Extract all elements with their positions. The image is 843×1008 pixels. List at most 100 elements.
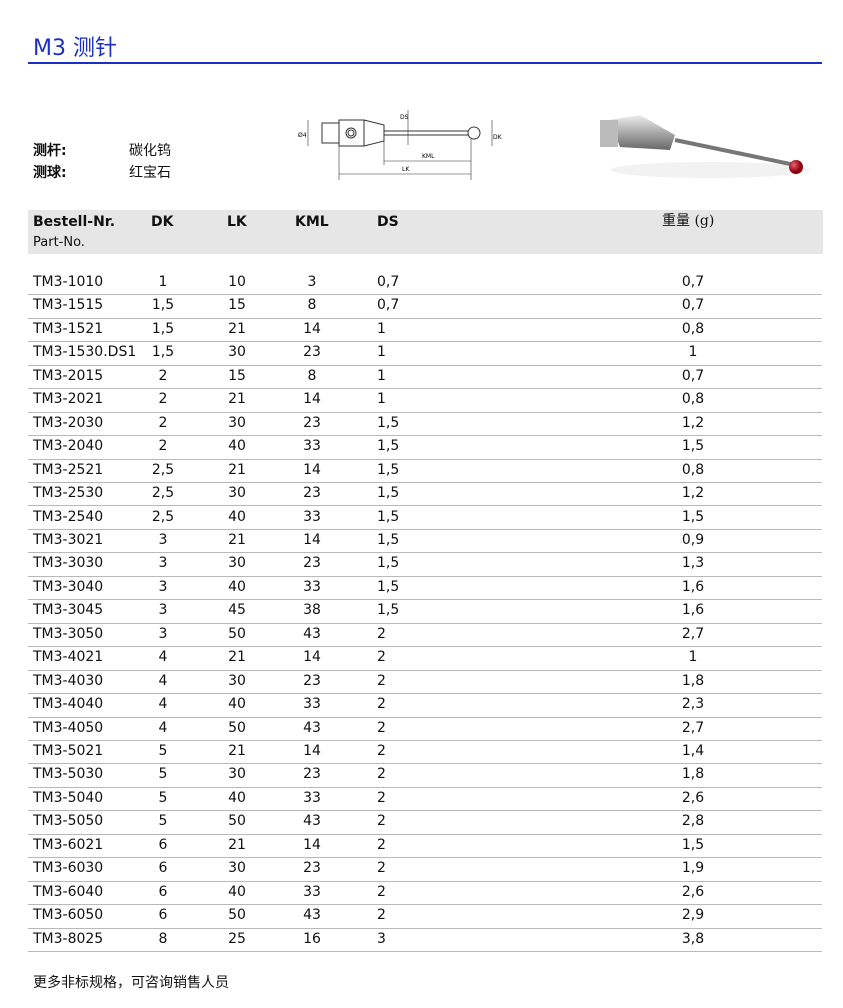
- cell-lk: 40: [228, 883, 246, 900]
- cell-ds: 2: [377, 813, 386, 830]
- cell-kml: 14: [303, 743, 321, 759]
- dim-kml: KML: [422, 153, 435, 160]
- cell-lk: 15: [228, 297, 246, 314]
- spec-value: 红宝石: [129, 165, 171, 181]
- cell-ds: 3: [377, 930, 386, 947]
- cell-kml: 33: [303, 883, 321, 900]
- cell-dk: 4: [158, 719, 168, 736]
- table-row: TM3-2015 2 15 8 1 0,7: [28, 365, 822, 390]
- cell-dk: 1: [158, 274, 168, 290]
- cell-part-no: TM3-3050: [33, 625, 104, 642]
- cell-ds: 2: [377, 649, 386, 666]
- cell-kml: 8: [307, 297, 317, 314]
- cell-ds: 1,5: [377, 485, 400, 502]
- cell-part-no: TM3-6040: [33, 883, 104, 900]
- cell-ds: 2: [377, 672, 386, 689]
- cell-kml: 23: [303, 485, 321, 502]
- cell-kml: 23: [303, 344, 321, 361]
- cell-weight: 0,7: [681, 297, 705, 314]
- header-weight: 重量 (g): [662, 213, 715, 229]
- cell-ds: 2: [377, 836, 386, 853]
- cell-ds: 2: [377, 696, 386, 713]
- cell-part-no: TM3-4030: [33, 672, 104, 689]
- cell-lk: 40: [228, 508, 246, 525]
- table-row: TM3-6021 6 21 14 2 1,5: [28, 834, 822, 859]
- table-header: Bestell-Nr. Part-No. DK LK KML DS 重量 (g): [28, 210, 823, 254]
- header-part-no-sub: Part-No.: [33, 235, 85, 250]
- cell-kml: 43: [303, 813, 321, 830]
- cell-weight: 1,5: [681, 508, 705, 525]
- cell-dk: 2: [158, 414, 168, 431]
- cell-part-no: TM3-3030: [33, 555, 104, 572]
- spec-label: 测球:: [33, 165, 67, 181]
- cell-dk: 2,5: [151, 485, 175, 502]
- cell-weight: 1,8: [681, 766, 705, 783]
- cell-kml: 33: [303, 578, 321, 595]
- cell-lk: 10: [228, 274, 246, 290]
- cell-part-no: TM3-5050: [33, 813, 104, 830]
- cell-kml: 23: [303, 766, 321, 783]
- table-row: TM3-2030 2 30 23 1,5 1,2: [28, 412, 822, 437]
- spec-label: 测杆:: [33, 143, 67, 159]
- dim-ds: DS: [400, 114, 409, 121]
- page-title: M3 测针: [33, 36, 117, 61]
- cell-weight: 0,8: [681, 391, 705, 408]
- table-row: TM3-5030 5 30 23 2 1,8: [28, 763, 822, 788]
- cell-ds: 1,5: [377, 578, 400, 595]
- cell-dk: 4: [158, 649, 168, 666]
- cell-dk: 2,5: [151, 461, 175, 478]
- cell-ds: 2: [377, 907, 386, 924]
- cell-kml: 43: [303, 625, 321, 642]
- cell-dk: 4: [158, 672, 168, 689]
- cell-ds: 1,5: [377, 461, 400, 478]
- cell-lk: 40: [228, 578, 246, 595]
- cell-dk: 3: [158, 625, 168, 642]
- cell-dk: 3: [158, 555, 168, 572]
- cell-dk: 1,5: [151, 297, 175, 314]
- cell-kml: 16: [303, 930, 321, 947]
- cell-kml: 23: [303, 555, 321, 572]
- cell-part-no: TM3-3040: [33, 578, 104, 595]
- cell-dk: 5: [158, 813, 168, 830]
- cell-dk: 1,5: [151, 344, 175, 361]
- header-dk: DK: [151, 214, 174, 230]
- table-row: TM3-4030 4 30 23 2 1,8: [28, 670, 822, 695]
- cell-ds: 0,7: [377, 274, 400, 290]
- cell-ds: 1: [377, 320, 386, 337]
- cell-kml: 23: [303, 860, 321, 877]
- cell-dk: 2: [158, 367, 168, 384]
- table-row: TM3-1010 1 10 3 0,7 0,7: [28, 271, 822, 296]
- cell-lk: 30: [228, 414, 246, 431]
- cell-ds: 2: [377, 883, 386, 900]
- cell-part-no: TM3-2040: [33, 438, 104, 455]
- cell-part-no: TM3-5021: [33, 743, 104, 759]
- cell-kml: 43: [303, 907, 321, 924]
- table-row: TM3-1530.DS1 1,5 30 23 1 1: [28, 341, 822, 366]
- spec-value: 碳化钨: [129, 143, 171, 159]
- cell-weight: 1,6: [681, 602, 705, 619]
- cell-kml: 33: [303, 438, 321, 455]
- cell-part-no: TM3-6030: [33, 860, 104, 877]
- cell-kml: 38: [303, 602, 321, 619]
- cell-lk: 21: [228, 836, 246, 853]
- table-row: TM3-5040 5 40 33 2 2,6: [28, 787, 822, 812]
- cell-part-no: TM3-3021: [33, 531, 104, 548]
- cell-weight: 2,7: [681, 625, 705, 642]
- cell-ds: 2: [377, 625, 386, 642]
- cell-weight: 1,5: [681, 836, 705, 853]
- table-row: TM3-1515 1,5 15 8 0,7 0,7: [28, 294, 822, 319]
- cell-ds: 2: [377, 789, 386, 806]
- cell-weight: 0,7: [681, 367, 705, 384]
- cell-lk: 40: [228, 789, 246, 806]
- cell-lk: 21: [228, 743, 246, 759]
- cell-lk: 40: [228, 696, 246, 713]
- cell-weight: 1,4: [681, 743, 705, 759]
- table-row: TM3-3045 3 45 38 1,5 1,6: [28, 599, 822, 624]
- cell-lk: 50: [228, 625, 246, 642]
- header-part-no: Bestell-Nr.: [33, 214, 116, 230]
- cell-weight: 2,6: [681, 883, 705, 900]
- cell-weight: 2,8: [681, 813, 705, 830]
- cell-part-no: TM3-1530.DS1: [33, 344, 137, 361]
- cell-part-no: TM3-6021: [33, 836, 104, 853]
- table-row: TM3-5050 5 50 43 2 2,8: [28, 810, 822, 835]
